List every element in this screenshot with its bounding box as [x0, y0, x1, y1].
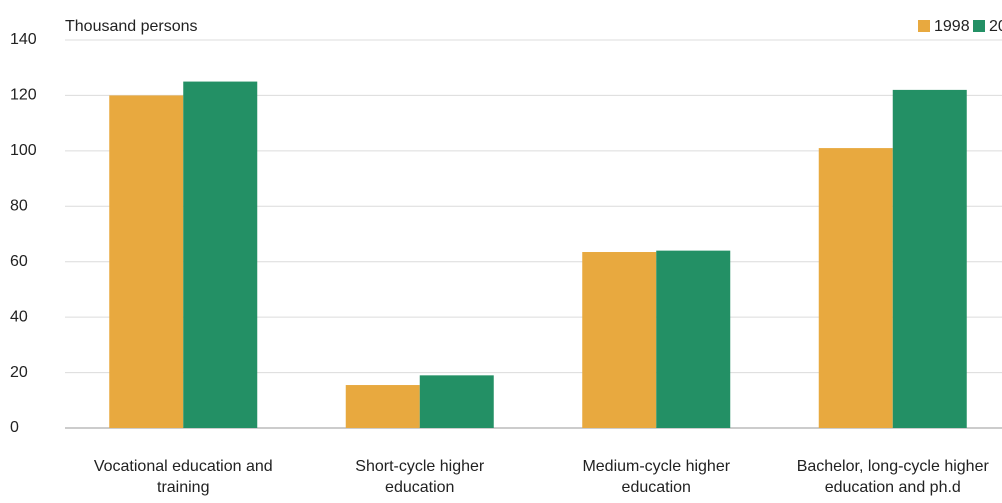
- bar: [345, 385, 420, 428]
- y-axis-label: Thousand persons: [65, 18, 198, 35]
- x-tick-label: Medium-cycle higher education: [582, 458, 731, 496]
- y-tick-label: 0: [10, 419, 19, 436]
- bar: [183, 81, 258, 429]
- legend-swatch: [973, 20, 985, 32]
- legend-swatch: [918, 20, 930, 32]
- bar: [818, 148, 893, 429]
- legend-label: 2008: [989, 18, 1002, 35]
- bar: [109, 95, 184, 428]
- x-tick-label: Vocational education and training: [93, 458, 273, 496]
- y-tick-label: 40: [10, 308, 28, 325]
- x-tick-label: Bachelor, long-cycle higher education an…: [796, 458, 989, 496]
- y-tick-label: 20: [10, 364, 28, 381]
- y-tick-label: 60: [10, 253, 28, 270]
- bar: [419, 375, 494, 428]
- y-tick-label: 100: [10, 142, 37, 159]
- y-tick-label: 140: [10, 31, 37, 48]
- x-tick-label: Short-cycle higher education: [355, 458, 485, 496]
- y-tick-label: 120: [10, 87, 37, 104]
- legend-label: 1998: [934, 18, 970, 35]
- bar: [582, 252, 657, 428]
- bar: [656, 250, 731, 428]
- y-tick-label: 80: [10, 198, 28, 215]
- bar: [892, 89, 967, 428]
